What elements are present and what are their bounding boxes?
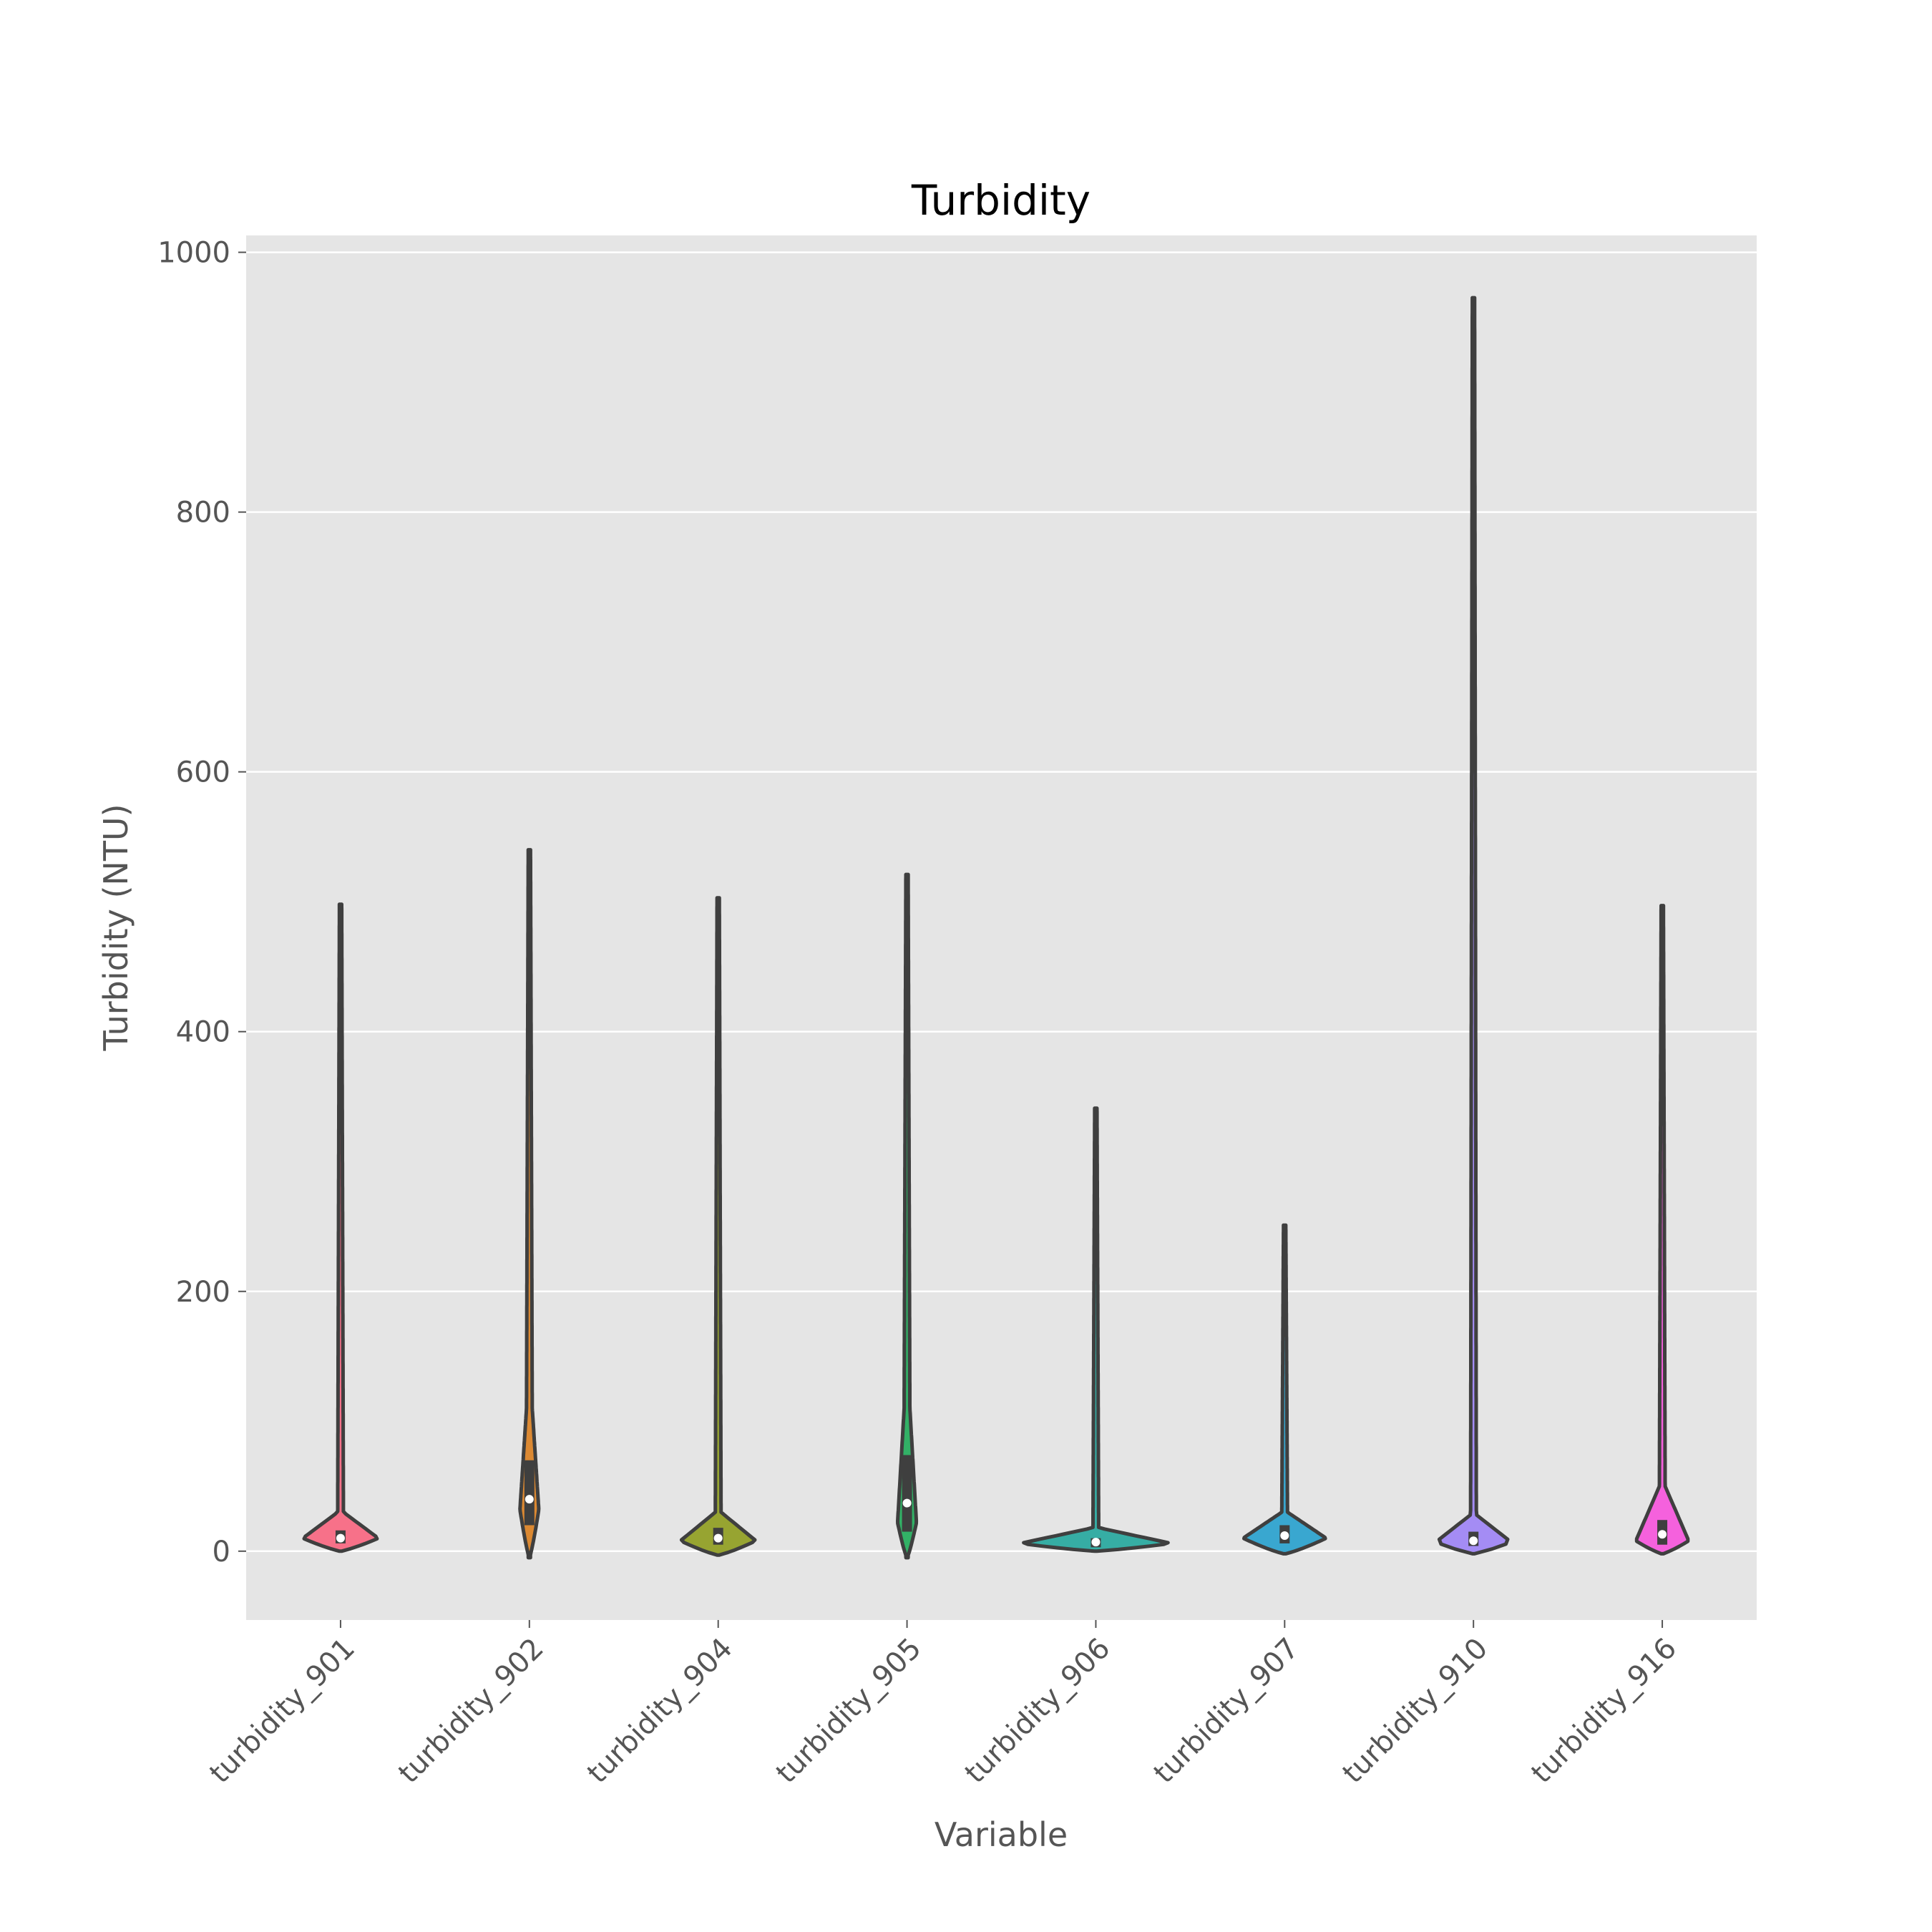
y-tick-label: 600: [176, 756, 230, 789]
violin-median-marker: [336, 1533, 345, 1543]
violin-median-marker: [1280, 1531, 1289, 1541]
violin-median-marker: [525, 1495, 534, 1504]
y-tick-label: 0: [213, 1536, 230, 1568]
violin-turbidity_904: [679, 896, 757, 1557]
violin-body: [1242, 1223, 1327, 1556]
violin-body: [518, 848, 541, 1560]
plot-area: [246, 235, 1757, 1620]
violin-median-marker: [713, 1533, 723, 1543]
violin-median-marker: [902, 1498, 912, 1508]
chart-title: Turbidity: [911, 176, 1091, 225]
violin-turbidity_906: [1022, 1106, 1170, 1553]
y-tick-label: 800: [176, 497, 230, 530]
y-tick-label: 200: [176, 1276, 230, 1309]
violin-body: [896, 872, 919, 1560]
y-axis-label: Turbidity (NTU): [97, 804, 135, 1051]
violin-iqr-box: [902, 1455, 912, 1532]
violin-iqr-box: [524, 1460, 535, 1526]
violin-body: [679, 896, 757, 1557]
x-axis-label: Variable: [935, 1815, 1068, 1854]
y-tick-label: 1000: [157, 237, 230, 270]
violin-median-marker: [1469, 1536, 1478, 1546]
violin-body: [1437, 296, 1510, 1556]
violin-turbidity_905: [896, 872, 919, 1560]
violin-turbidity_916: [1634, 904, 1690, 1556]
violin-turbidity_902: [518, 848, 541, 1560]
y-tick-label: 400: [176, 1016, 230, 1049]
violin-turbidity_907: [1242, 1223, 1327, 1556]
violin-body: [1022, 1106, 1170, 1553]
violin-body: [302, 902, 379, 1553]
violin-turbidity_910: [1437, 296, 1510, 1556]
violin-median-marker: [1658, 1530, 1667, 1539]
violin-turbidity_901: [302, 902, 379, 1553]
violin-body: [1634, 904, 1690, 1556]
violin-median-marker: [1091, 1538, 1101, 1547]
